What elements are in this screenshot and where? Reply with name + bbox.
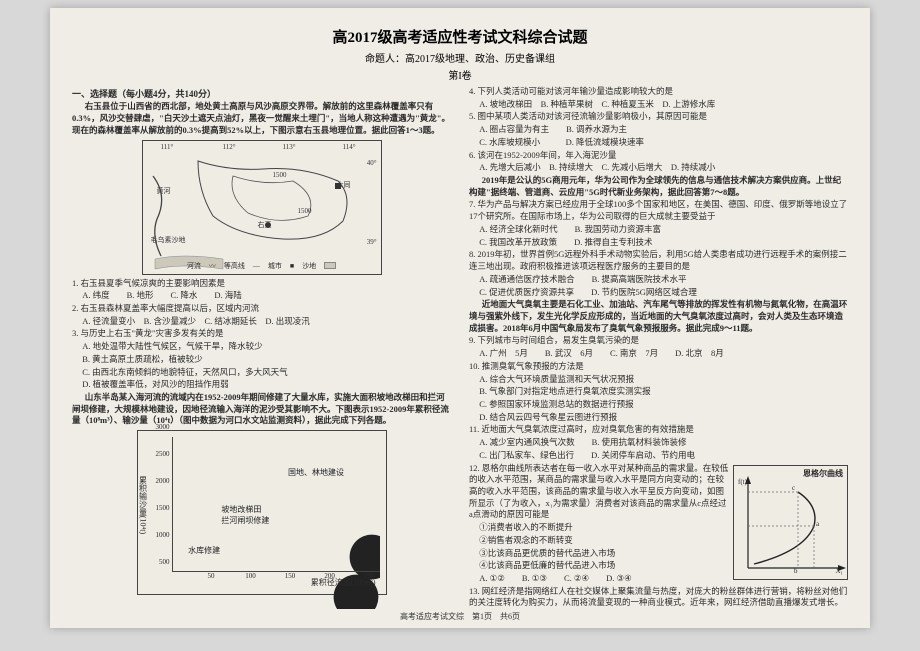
q4: 4. 下列人类活动可能对该河年输沙量造成影响较大的是 — [469, 86, 848, 98]
engel-b: b — [794, 567, 798, 577]
exam-page: 高2017级高考适应性考试文科综合试题 命题人：高2017级地理、政治、历史备课… — [50, 8, 870, 628]
q3d: D. 植被覆盖率低，对风沙的阻挡作用弱 — [72, 379, 451, 391]
q4-opts: A. 坡地改梯田 B. 种植苹果树 C. 种植夏玉米 D. 上游修水库 — [469, 99, 848, 111]
q6: 6. 该河在1952-2009年间，年入海泥沙量 — [469, 150, 848, 162]
juan-label: 第I卷 — [72, 67, 848, 82]
yt-3000: 3000 — [156, 423, 170, 433]
legend-city: 城市 — [268, 262, 282, 272]
yt-1500: 1500 — [156, 504, 170, 514]
q5a: A. 圈占容量为有主 B. 调养水源为主 — [469, 124, 848, 136]
xt-100: 100 — [245, 572, 256, 582]
map-figure: 111° 112° 113° 114° 40° 39° 黄河 大同 右玉 毛乌素… — [142, 140, 382, 275]
engel-svg — [734, 466, 848, 609]
intro-2: 山东半岛某入海河流的流域内在1952-2009年期间修建了大量水库，实施大面积坡… — [72, 392, 451, 427]
page-footer: 高考适应考试文综 第1页 共6页 — [72, 611, 848, 622]
q9: 9. 下列城市与时间组合，易发生臭氧污染的是 — [469, 335, 848, 347]
q2: 2. 右玉县森林夏盖率大幅度提高以后，区域内河流 — [72, 303, 451, 315]
chart-plot: 水库修建 坡地改梯田 拦河闸坝修建 国地、林地建设 — [172, 437, 380, 572]
xt-150: 150 — [285, 572, 296, 582]
q10b: B. 气象部门对指定地点进行臭氧浓度实测实报 — [469, 386, 848, 398]
intro-3: 2019年是公认的5G商用元年，华为公司作为全球领先的信息与通信技术解决方案供应… — [469, 175, 848, 198]
q10c: C. 参照国家环境监测总站的数据进行预报 — [469, 399, 848, 411]
yt-2000: 2000 — [156, 477, 170, 487]
q10d: D. 结合风云四号气象星云图进行预报 — [469, 412, 848, 424]
sediment-chart: 累积输沙量(10⁴t) 500 1000 1500 2000 2500 3000 — [137, 430, 387, 595]
q5: 5. 图中某项人类活动对该河径流输沙量影响极小，其原因可能是 — [469, 111, 848, 123]
chart-xlabel: 累积径流量(10⁸m³) — [311, 577, 376, 588]
q3: 3. 与历史上右玉"黄龙"灾害多发有关的是 — [72, 328, 451, 340]
intro-1: 右玉县位于山西省的西北部，地处黄土高原与风沙高原交界带。解放前的这里森林覆盖率只… — [72, 101, 451, 136]
legend-contour: 等高线 — [224, 262, 245, 272]
q10: 10. 推测臭氧气象预报的方法是 — [469, 361, 848, 373]
q11a: A. 减少室内通风换气次数 B. 使用抗氧材料装饰装修 — [469, 437, 848, 449]
q1-opts: A. 纬度 B. 地形 C. 降水 D. 海陆 — [72, 290, 451, 302]
q7b: C. 我国改革开放政策 D. 推得自主专利技术 — [469, 237, 848, 249]
left-column: 一、选择题（每小题4分，共140分） 右玉县位于山西省的西北部，地处黄土高原与风… — [72, 86, 451, 609]
q2-opts: A. 径流量变小 B. 含沙量减少 C. 结冰期延长 D. 出现凌汛 — [72, 316, 451, 328]
right-column: 4. 下列人类活动可能对该河年输沙量造成影响较大的是 A. 坡地改梯田 B. 种… — [469, 86, 848, 609]
columns: 一、选择题（每小题4分，共140分） 右玉县位于山西省的西北部，地处黄土高原与风… — [72, 86, 848, 609]
q8a: A. 疏通通信医疗技术融合 B. 提高高端医院技术水平 — [469, 274, 848, 286]
annot-2: 国地、林地建设 — [288, 467, 344, 478]
q3c: C. 由西北东南倾斜的地貌特征，天然风口，多大风天气 — [72, 367, 451, 379]
annot-1: 坡地改梯田 拦河闸坝修建 — [221, 504, 269, 526]
engel-a: a — [816, 520, 819, 530]
yt-1000: 1000 — [156, 531, 170, 541]
page-subtitle: 命题人：高2017级地理、政治、历史备课组 — [72, 50, 848, 65]
yt-2500: 2500 — [156, 450, 170, 460]
legend-river: 河流 — [187, 262, 201, 272]
q7a: A. 经济全球化新时代 B. 我国劳动力资源丰富 — [469, 224, 848, 236]
legend-sand: 沙地 — [302, 262, 316, 272]
intro-4: 近地面大气臭氧主要是石化工业、加油站、汽车尾气等排放的挥发性有机物与氮氧化物，在… — [469, 299, 848, 334]
chart-xaxis: 50 100 150 200 250 累积径流量(10⁸m³) — [172, 572, 380, 588]
q8b: C. 促进优质医疗资源共享 D. 节约医院5G网络区域合理 — [469, 287, 848, 299]
section-1-head: 一、选择题（每小题4分，共140分） — [72, 88, 451, 100]
q3b: B. 黄土高原土质疏松，植被较少 — [72, 354, 451, 366]
yt-500: 500 — [159, 558, 170, 568]
annot-0: 水库修建 — [188, 545, 220, 556]
page-title: 高2017级高考适应性考试文科综合试题 — [72, 26, 848, 47]
q8: 8. 2019年初，世界首例5G远程外科手术动物实验后，利用5G给人类患者成功进… — [469, 249, 848, 272]
q9-opts: A. 广州 5月 B. 武汉 6月 C. 南京 7月 D. 北京 8月 — [469, 348, 848, 360]
map-legend: 河流 〰 等高线 — 城市 ■ 沙地 — [147, 262, 377, 272]
q5b: C. 水库坡规模小 D. 降低流域模块速率 — [469, 137, 848, 149]
q11b: C. 出门私家车、绿色出行 D. 关闭停车启动、节约用电 — [469, 450, 848, 462]
xt-50: 50 — [208, 572, 215, 582]
q11: 11. 近地面大气臭氧浓度过高时，应对臭氧危害的有效措施是 — [469, 424, 848, 436]
q6-opts: A. 先增大后减小 B. 持续增大 C. 先减小后增大 D. 持续减小 — [469, 162, 848, 174]
engel-c: c — [792, 484, 795, 494]
engel-figure: 恩格尔曲线 f(t) X₁ a b c — [733, 465, 848, 580]
q10a: A. 综合大气环境质量监测和天气状况预报 — [469, 374, 848, 386]
q7: 7. 华为产品与解决方案已经应用于全球100多个国家和地区，在美国、德国、印度、… — [469, 199, 848, 222]
chart-ylabel: 累积输沙量(10⁴t) — [138, 476, 149, 534]
q3a: A. 地处温带大陆性气候区，气候干旱，降水较少 — [72, 341, 451, 353]
chart-yaxis: 累积输沙量(10⁴t) 500 1000 1500 2000 2500 3000 — [144, 437, 172, 572]
